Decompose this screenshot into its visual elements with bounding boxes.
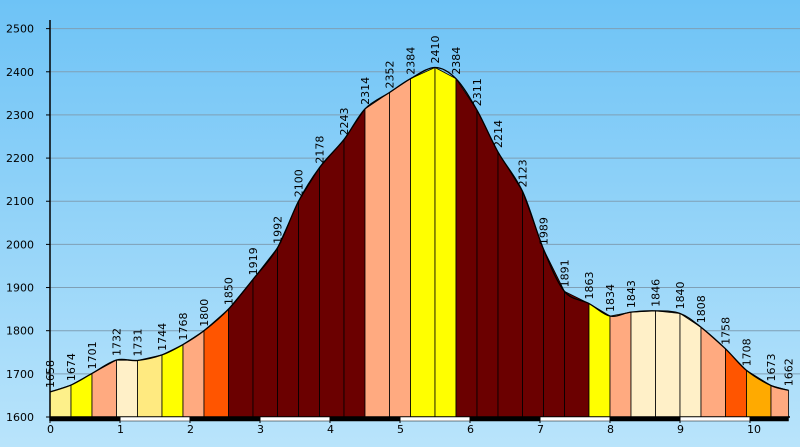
segment-5 [161,343,184,418]
segment-20 [497,150,523,418]
x-tick-label-2: 2 [187,423,194,436]
y-tick-label-1900: 1900 [6,282,34,295]
segment-11 [298,166,320,418]
data-label-9: 1919 [247,247,260,275]
scale-bar-km-3 [259,416,331,422]
y-tick-label-2200: 2200 [6,152,34,165]
segment-15 [389,77,411,418]
segment-12 [319,138,345,418]
segment-16 [410,66,436,418]
scale-bar-km-2 [189,416,261,422]
scale-bar-km-7 [539,416,611,422]
data-label-12: 2178 [314,136,327,164]
scale-bar-km-9 [679,416,751,422]
x-tick-label-0: 0 [47,423,54,436]
x-tick-label-10: 10 [747,423,761,436]
y-tick-label-2000: 2000 [6,238,34,251]
data-label-6: 1768 [177,313,190,341]
data-label-11: 2100 [293,169,306,197]
data-label-21: 2123 [517,159,530,187]
data-label-13: 2243 [338,108,351,136]
segment-26 [630,310,656,418]
data-label-18: 2384 [450,47,463,75]
y-tick-label-2400: 2400 [6,66,34,79]
segment-27 [655,310,681,418]
data-label-2: 1701 [86,341,99,369]
segment-14 [364,91,390,418]
scale-bar-km-0 [49,416,121,422]
segment-4 [137,354,163,418]
segment-28 [679,312,702,418]
segment-3 [116,359,138,418]
segment-6 [182,329,205,418]
profile-line [49,66,789,393]
data-label-17: 2410 [429,35,442,63]
x-tick-label-4: 4 [327,423,334,436]
data-label-10: 1992 [272,216,285,244]
segment-24 [588,302,611,418]
scale-bar-km-4 [329,416,401,422]
data-label-15: 2352 [384,60,397,88]
segment-13 [343,107,366,418]
scale-bar-km-1 [119,416,191,422]
elevation-data-labels: 1658 1674 1701 1732 1731 1744 1768 1800 1850 1919… [44,35,796,388]
scale-bar-km-6 [469,416,541,422]
x-tick-label-3: 3 [257,423,264,436]
x-tick-label-1: 1 [117,423,124,436]
data-label-1: 1674 [65,353,78,381]
y-tick-label-2100: 2100 [6,195,34,208]
data-label-23: 1891 [559,259,572,287]
data-label-16: 2384 [405,47,418,75]
data-label-30: 1758 [720,317,733,345]
data-label-19: 2311 [471,78,484,106]
data-label-32: 1673 [765,353,778,381]
segment-23 [564,290,590,418]
data-label-7: 1800 [198,299,211,327]
data-label-20: 2214 [492,120,505,148]
data-label-5: 1744 [156,323,169,351]
data-label-4: 1731 [132,328,145,356]
data-label-28: 1840 [674,281,687,309]
scale-bar-km-5 [399,416,471,422]
scale-bar-km-8 [609,416,681,422]
data-label-0: 1658 [44,360,57,388]
x-tick-label-5: 5 [397,423,404,436]
data-label-26: 1843 [625,280,638,308]
data-label-24: 1863 [583,272,596,300]
axes: 1600170018001900200021002200230024002500… [6,20,790,436]
segment-25 [609,311,632,418]
data-label-25: 1834 [604,284,617,312]
y-tick-label-1800: 1800 [6,325,34,338]
segment-18 [455,77,478,418]
data-label-27: 1846 [650,279,663,307]
y-tick-label-1700: 1700 [6,368,34,381]
data-label-8: 1850 [223,277,236,305]
x-tick-label-7: 7 [537,423,544,436]
data-label-31: 1708 [741,338,754,366]
data-label-3: 1732 [111,328,124,356]
x-tick-label-9: 9 [677,423,684,436]
scale-bar-km-10 [749,416,789,422]
segment-17 [434,66,457,418]
data-label-22: 1989 [538,217,551,245]
profile-outline [49,66,789,393]
data-label-33: 1662 [783,358,796,386]
x-tick-label-6: 6 [467,423,474,436]
y-tick-label-2300: 2300 [6,109,34,122]
data-label-14: 2314 [359,77,372,105]
elevation-segments [49,66,789,418]
x-tick-label-8: 8 [607,423,614,436]
segment-19 [476,110,499,418]
data-label-29: 1808 [695,295,708,323]
y-tick-label-1600: 1600 [6,411,34,424]
y-tick-label-2500: 2500 [6,23,34,36]
